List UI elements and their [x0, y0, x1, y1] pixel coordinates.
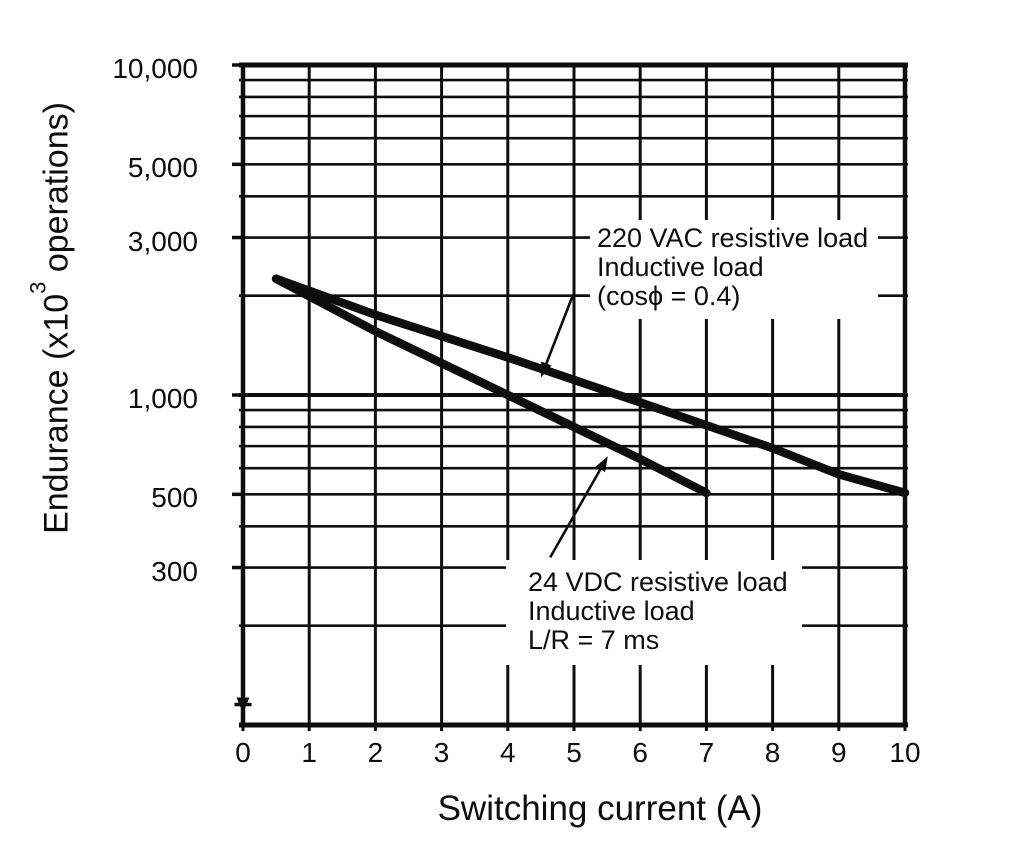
- x-tick-label: 6: [632, 737, 648, 768]
- x-tick-label: 10: [889, 737, 921, 768]
- x-tick-label: 3: [433, 737, 450, 768]
- x-axis-title: Switching current (A): [437, 789, 763, 828]
- x-tick-label: 5: [566, 737, 582, 768]
- y-axis-break-arrow-icon: [236, 697, 250, 713]
- y-tick-label: 300: [151, 555, 198, 587]
- y-axis-title-superscript: 3: [25, 281, 51, 294]
- annotation-line: Inductive load: [597, 252, 764, 282]
- leader-line-220vac: [542, 294, 588, 370]
- x-tick-label: 4: [500, 737, 516, 768]
- leader-arrow-icon-24vdc: [595, 456, 608, 473]
- annotation-line: L/R = 7 ms: [528, 625, 660, 655]
- annotation-line: 24 VDC resistive load: [528, 567, 788, 597]
- annotation-24vdc-load: 24 VDC resistive load Inductive load L/R…: [506, 560, 802, 665]
- y-tick-label: 5,000: [127, 152, 198, 184]
- curve-220vac: [271, 274, 910, 498]
- y-tick-label: 10,000: [112, 53, 198, 84]
- x-tick-label: 7: [698, 737, 715, 768]
- annotation-line: (cosϕ = 0.4): [597, 281, 741, 311]
- x-tick-label: 2: [367, 737, 384, 768]
- x-tick-label: 0: [235, 737, 251, 768]
- y-tick-label: 500: [151, 482, 198, 514]
- y-tick-label: 1,000: [127, 383, 198, 414]
- y-tick-label: 3,000: [127, 225, 198, 257]
- annotation-line: 220 VAC resistive load: [597, 223, 869, 253]
- x-tick-label: 9: [831, 737, 847, 768]
- x-tick-label: 8: [764, 737, 781, 768]
- annotation-line: Inductive load: [528, 596, 695, 626]
- x-tick-label: 1: [301, 737, 317, 768]
- leader-arrow-icon-220vac: [540, 361, 552, 378]
- curve-24vdc: [271, 274, 711, 498]
- leader-line-24vdc: [549, 463, 605, 559]
- annotation-220vac-load: 220 VAC resistive load Inductive load (c…: [590, 220, 879, 319]
